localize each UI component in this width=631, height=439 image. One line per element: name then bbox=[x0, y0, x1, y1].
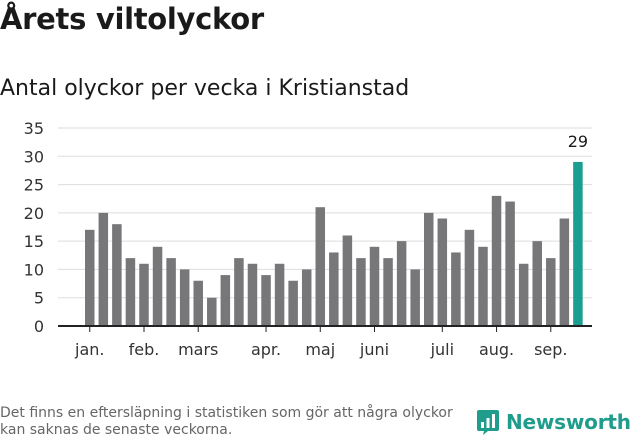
month-label: maj bbox=[305, 340, 335, 359]
chart-subtitle: Antal olyckor per vecka i Kristianstad bbox=[0, 76, 410, 101]
bar bbox=[125, 258, 136, 326]
bar bbox=[288, 280, 298, 326]
bar bbox=[342, 235, 353, 326]
bar bbox=[546, 258, 556, 326]
footnote: Det finns en eftersläpning i statistiken… bbox=[0, 405, 453, 438]
bar bbox=[383, 258, 393, 326]
bar bbox=[437, 218, 448, 326]
y-tick-label: 10 bbox=[24, 260, 44, 279]
month-label: feb. bbox=[129, 340, 160, 359]
bar bbox=[85, 229, 95, 326]
data-label: 29 bbox=[568, 132, 588, 151]
bar bbox=[261, 275, 271, 326]
y-tick-label: 0 bbox=[34, 317, 44, 336]
y-axis-ticks: 0 5 10 15 20 25 30 35 bbox=[24, 119, 44, 336]
month-label: aug. bbox=[479, 340, 514, 359]
bar bbox=[315, 207, 326, 326]
newsworthy-logo: Newsworthy bbox=[476, 408, 631, 436]
bar bbox=[478, 246, 488, 326]
y-tick-label: 30 bbox=[24, 147, 44, 166]
y-tick-label: 15 bbox=[24, 232, 44, 251]
bar-chart-icon bbox=[477, 409, 499, 435]
bar bbox=[98, 212, 109, 326]
bar bbox=[112, 224, 122, 326]
bar bbox=[424, 212, 434, 326]
chart-title: Årets viltolyckor bbox=[0, 2, 264, 36]
month-label: sep. bbox=[534, 340, 567, 359]
bar bbox=[451, 252, 461, 326]
bar-chart: 0 5 10 15 20 25 30 35 jan. feb. mars apr. maj juni ju… bbox=[24, 119, 592, 359]
month-label: jan. bbox=[74, 340, 104, 359]
bar bbox=[396, 241, 407, 326]
bar bbox=[179, 269, 190, 326]
bar bbox=[356, 258, 366, 326]
bars bbox=[85, 161, 583, 326]
bar bbox=[518, 263, 529, 326]
y-tick-label: 5 bbox=[34, 289, 44, 308]
bar bbox=[193, 280, 203, 326]
data-labels: 29 bbox=[568, 132, 588, 151]
month-label: apr. bbox=[251, 340, 281, 359]
logo-text: Newsworthy bbox=[506, 410, 631, 434]
bar bbox=[139, 263, 149, 326]
bar bbox=[491, 195, 502, 326]
bar bbox=[559, 218, 570, 326]
month-label: juli bbox=[430, 340, 454, 359]
y-tick-label: 35 bbox=[24, 119, 44, 138]
bar-highlight bbox=[573, 161, 583, 326]
bar bbox=[410, 269, 420, 326]
x-axis-month-labels: jan. feb. mars apr. maj juni juli aug. sep. bbox=[74, 326, 568, 359]
bar bbox=[369, 246, 380, 326]
bar bbox=[301, 269, 312, 326]
bar bbox=[329, 252, 339, 326]
bar bbox=[464, 229, 475, 326]
month-label: mars bbox=[178, 340, 218, 359]
bar bbox=[152, 246, 163, 326]
bar bbox=[220, 275, 231, 326]
bar bbox=[247, 263, 258, 326]
bar bbox=[234, 258, 244, 326]
bar bbox=[166, 258, 176, 326]
month-label: juni bbox=[359, 340, 389, 359]
bar bbox=[532, 241, 542, 326]
bar bbox=[505, 201, 515, 326]
bar bbox=[274, 263, 285, 326]
y-tick-label: 25 bbox=[24, 176, 44, 195]
y-tick-label: 20 bbox=[24, 204, 44, 223]
bar bbox=[207, 297, 217, 326]
